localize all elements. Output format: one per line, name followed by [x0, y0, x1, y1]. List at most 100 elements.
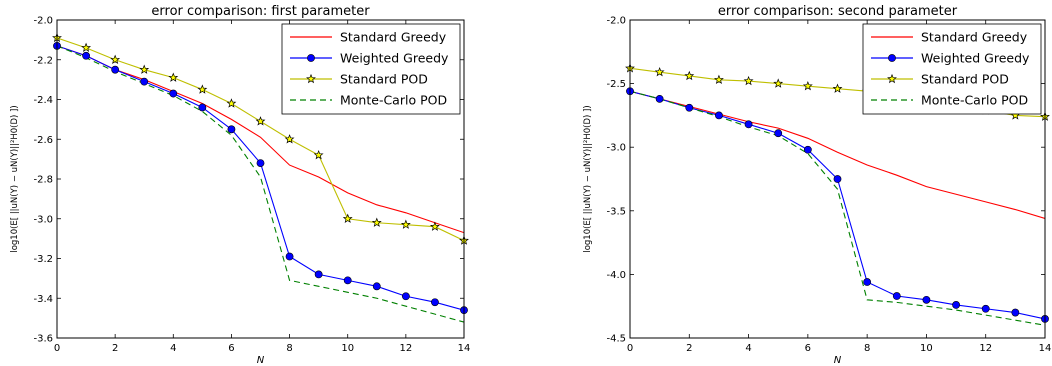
data-point: [863, 278, 872, 286]
legend-label: Standard POD: [340, 72, 428, 87]
x-tick-label: 6: [228, 343, 234, 354]
legend-marker: [307, 54, 315, 62]
legend-label: Standard POD: [921, 72, 1009, 87]
legend-label: Monte-Carlo POD: [921, 93, 1028, 108]
data-point: [139, 64, 150, 74]
data-point: [400, 219, 411, 229]
series-line: [630, 90, 1045, 219]
x-tick-label: 14: [1039, 343, 1052, 354]
legend-label: Standard Greedy: [340, 30, 447, 45]
data-point: [256, 159, 265, 167]
data-point: [198, 103, 207, 112]
data-point: [743, 75, 754, 86]
y-tick-label: -2.5: [606, 79, 626, 90]
chart-2: error comparison: second parameter 0 2 4 6 8 1…: [583, 4, 1051, 366]
legend-label: Weighted Greedy: [340, 51, 449, 66]
data-point: [981, 304, 990, 313]
data-point: [169, 89, 178, 98]
y-axis-label: log10(E[ ||uN(Y) − uN(Y)||²H0(D) ]): [583, 105, 593, 252]
data-point: [227, 125, 236, 134]
x-tick-label: 0: [627, 343, 633, 354]
data-point: [773, 78, 784, 88]
x-tick-label: 0: [54, 343, 60, 354]
x-tick-label: 6: [805, 343, 811, 354]
x-tick-label: 10: [920, 343, 933, 354]
data-point: [430, 221, 440, 231]
data-point: [892, 292, 901, 300]
y-tick-label: -2.0: [33, 16, 53, 27]
data-point: [285, 252, 294, 261]
x-tick-label: 4: [170, 343, 176, 354]
data-point: [313, 149, 324, 160]
data-point: [82, 51, 90, 60]
x-tick-label: 2: [112, 343, 118, 354]
data-point: [684, 70, 695, 81]
x-axis-label: N: [257, 355, 265, 366]
y-tick-label: -3.6: [33, 334, 53, 345]
x-tick-label: 10: [341, 343, 354, 354]
y-tick-label: -3.0: [606, 143, 626, 154]
data-point: [284, 134, 295, 144]
series-line: [630, 90, 1045, 326]
series-line: [630, 90, 1045, 320]
legend-box: [281, 23, 461, 115]
y-tick-label: -2.6: [33, 135, 53, 146]
axes-frame: [629, 19, 1046, 339]
data-point: [1011, 308, 1020, 317]
data-point: [774, 129, 783, 138]
data-point: [343, 276, 352, 285]
y-axis-label: log10(E[ ||uN(Y) − uN(Y)||²H0(D) ]): [10, 105, 20, 252]
series-line: [57, 45, 464, 323]
y-tick-label: -3.2: [33, 254, 53, 265]
y-tick-label: -3.4: [33, 294, 53, 305]
data-point: [197, 84, 208, 94]
data-point: [372, 282, 381, 291]
data-point: [922, 295, 931, 304]
y-tick-label: -4.0: [606, 270, 626, 281]
chart-title: error comparison: second parameter: [718, 4, 958, 19]
data-point: [654, 66, 665, 77]
chart-title: error comparison: first parameter: [151, 4, 370, 19]
data-point: [81, 42, 91, 53]
y-tick-label: -4.5: [606, 334, 626, 345]
y-tick-label: -3.5: [606, 206, 626, 217]
data-point: [226, 98, 237, 108]
data-point: [952, 301, 960, 309]
data-point: [715, 111, 723, 120]
data-point: [168, 72, 179, 82]
data-point: [401, 292, 410, 301]
data-point: [140, 77, 149, 86]
legend: Standard Greedy Weighted Greedy Standard P…: [281, 23, 461, 115]
x-tick-label: 14: [458, 343, 471, 354]
x-tick-label: 8: [864, 343, 870, 354]
legend-box: [862, 23, 1042, 115]
data-point: [110, 54, 121, 64]
y-tick-label: -2.8: [33, 175, 53, 186]
data-point: [314, 270, 323, 279]
data-point: [833, 175, 842, 183]
x-tick-label: 4: [745, 343, 751, 354]
data-point: [255, 116, 266, 126]
x-tick-label: 12: [399, 343, 412, 354]
x-tick-label: 8: [286, 343, 292, 354]
legend-label: Weighted Greedy: [921, 51, 1030, 66]
legend-marker: [306, 73, 316, 84]
y-tick-label: -3.0: [33, 214, 53, 225]
legend-marker: [888, 54, 896, 62]
x-axis-label: N: [834, 355, 842, 366]
legend-label: Monte-Carlo POD: [340, 93, 447, 108]
y-tick-label: -2.4: [33, 95, 53, 106]
data-point: [832, 83, 843, 93]
legend: Standard Greedy Weighted Greedy Standard P…: [862, 23, 1042, 115]
chart-1: error comparison: first parameter 0 2 4 6 8 10…: [10, 4, 470, 366]
data-point: [802, 80, 813, 91]
x-tick-label: 12: [979, 343, 992, 354]
data-point: [111, 65, 120, 74]
legend-label: Standard Greedy: [921, 30, 1028, 45]
data-point: [714, 74, 724, 84]
y-tick-label: -2.0: [606, 16, 626, 27]
data-point: [342, 213, 353, 223]
legend-marker: [887, 73, 897, 84]
x-tick-label: 2: [686, 343, 692, 354]
